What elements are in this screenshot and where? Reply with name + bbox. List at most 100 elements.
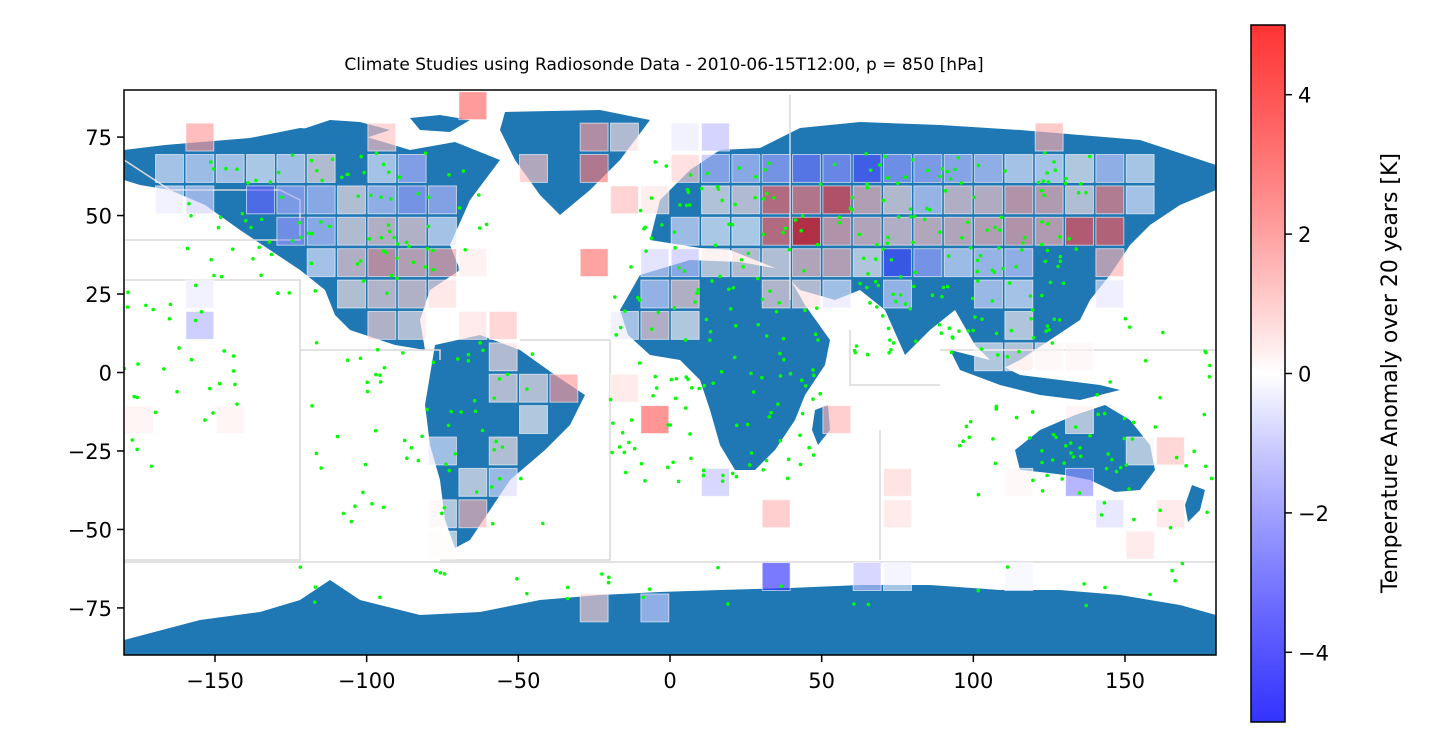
anomaly-cell — [640, 248, 670, 278]
anomaly-cell — [185, 310, 215, 340]
station-dot — [1046, 180, 1051, 184]
anomaly-cell — [337, 248, 366, 278]
station-dot — [908, 207, 913, 211]
station-dot — [473, 409, 478, 414]
station-dot — [994, 404, 999, 409]
land-arctic-islands — [300, 115, 470, 142]
station-dot — [697, 386, 701, 391]
anomaly-cell — [1004, 467, 1034, 497]
station-dot — [953, 167, 957, 172]
station-dot — [1074, 247, 1079, 251]
anomaly-cell — [428, 279, 457, 309]
station-dot — [665, 465, 670, 470]
anomaly-cell — [670, 154, 700, 183]
station-dot — [898, 293, 903, 297]
station-dot — [212, 273, 216, 278]
station-dot — [167, 316, 172, 321]
anomaly-cell — [519, 373, 548, 403]
anomaly-cell — [215, 154, 245, 183]
station-dot — [999, 215, 1004, 220]
station-dot — [358, 356, 363, 361]
station-dot — [818, 391, 822, 396]
station-dot — [802, 268, 806, 273]
anomaly-cell — [1095, 248, 1125, 278]
station-dot — [230, 247, 235, 251]
station-dot — [866, 602, 871, 607]
anomaly-cell — [640, 405, 670, 435]
station-dot — [459, 410, 463, 414]
anomaly-cell — [1156, 499, 1185, 529]
station-dot — [1014, 264, 1018, 269]
station-dot — [153, 410, 158, 415]
anomaly-cell — [610, 373, 639, 403]
station-dot — [1069, 451, 1073, 455]
anomaly-cell — [822, 185, 852, 215]
station-dot — [1130, 437, 1135, 441]
anomaly-cell — [1065, 185, 1094, 215]
station-dot — [971, 328, 975, 333]
station-dot — [1032, 335, 1036, 340]
anomaly-cell — [883, 279, 912, 309]
anomaly-cell — [1125, 436, 1155, 466]
station-dot — [297, 220, 301, 225]
station-dot — [864, 285, 869, 290]
anomaly-cell — [1065, 154, 1094, 183]
station-dot — [649, 236, 654, 240]
station-dot — [1045, 324, 1050, 328]
station-dot — [392, 235, 397, 240]
station-dot — [362, 170, 366, 175]
station-dot — [755, 276, 760, 281]
station-dot — [1174, 455, 1179, 460]
anomaly-cell — [155, 185, 184, 215]
station-dot — [737, 166, 741, 170]
station-dot — [423, 151, 428, 155]
station-dot — [848, 206, 853, 211]
station-dot — [704, 317, 709, 322]
station-dot — [135, 447, 139, 452]
y-tick-label: 25 — [85, 283, 112, 307]
station-dot — [669, 377, 674, 382]
station-dot — [457, 206, 462, 210]
station-dot — [319, 466, 323, 470]
station-dot — [1058, 254, 1063, 259]
station-dot — [975, 258, 980, 263]
station-dot — [925, 206, 929, 211]
station-dot — [966, 329, 971, 333]
anomaly-cell — [792, 216, 821, 246]
station-dot — [1203, 464, 1208, 469]
anomaly-cell — [640, 593, 670, 623]
anomaly-cell — [792, 279, 821, 309]
station-dot — [525, 387, 529, 391]
station-dot — [1028, 436, 1032, 440]
station-dot — [873, 257, 878, 261]
station-dot — [249, 225, 253, 230]
station-dot — [251, 256, 255, 261]
station-dot — [1118, 465, 1123, 470]
station-dot — [649, 196, 654, 200]
anomaly-cell — [943, 248, 973, 278]
station-dot — [708, 329, 713, 334]
station-dot — [811, 368, 815, 372]
station-dot — [1040, 460, 1044, 465]
station-dot — [312, 600, 317, 604]
station-dot — [993, 225, 997, 230]
station-dot — [734, 423, 739, 428]
station-dot — [629, 265, 633, 269]
station-dot — [653, 160, 658, 164]
station-dot — [1063, 181, 1068, 185]
station-dot — [235, 167, 239, 172]
station-dot — [1048, 280, 1053, 285]
station-dot — [310, 404, 314, 408]
station-dot — [968, 245, 973, 250]
station-dot — [381, 249, 386, 253]
station-dot — [449, 409, 454, 414]
station-dot — [370, 501, 374, 506]
station-dot — [1102, 501, 1107, 505]
station-dot — [290, 153, 295, 157]
station-dot — [1056, 264, 1060, 269]
x-tick-label: 150 — [1105, 669, 1145, 693]
station-dot — [387, 170, 391, 175]
anomaly-cell — [701, 154, 730, 183]
station-dot — [783, 226, 788, 231]
anomaly-cell — [822, 216, 852, 246]
